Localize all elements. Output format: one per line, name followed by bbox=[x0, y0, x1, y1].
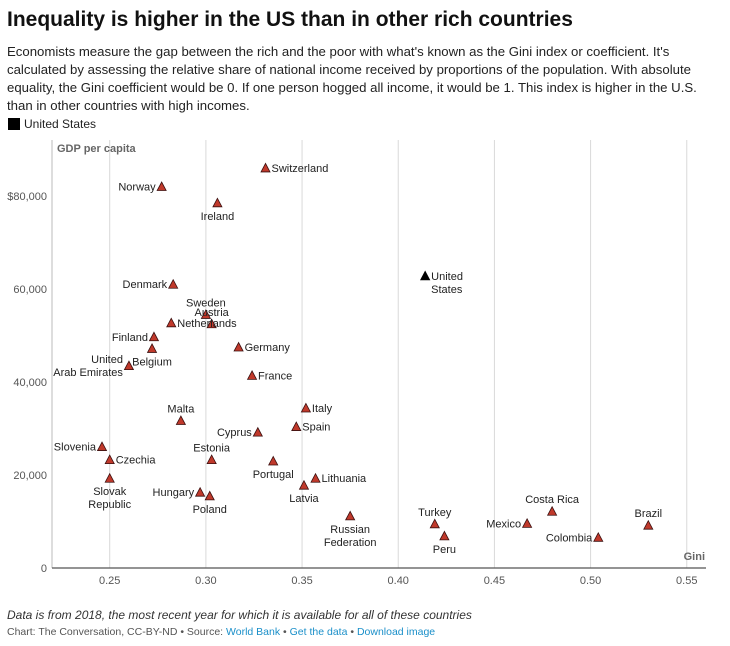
data-point-label: Mexico bbox=[486, 518, 521, 530]
data-point-label: Finland bbox=[112, 332, 148, 344]
y-tick-label: 20,000 bbox=[13, 470, 47, 482]
data-point-label: Poland bbox=[193, 504, 227, 516]
data-point-label: Slovak bbox=[93, 486, 127, 498]
y-axis-title: GDP per capita bbox=[57, 143, 137, 155]
legend-label: United States bbox=[24, 117, 97, 131]
data-point-label: Spain bbox=[302, 422, 330, 434]
data-point-label: Cyprus bbox=[217, 427, 252, 439]
legend-swatch-united-states bbox=[8, 118, 20, 130]
data-point-label: Denmark bbox=[123, 279, 168, 291]
y-tick-label: $80,000 bbox=[7, 191, 47, 203]
y-tick-label: 40,000 bbox=[13, 377, 47, 389]
data-point-label: France bbox=[258, 370, 292, 382]
data-point-label: Brazil bbox=[635, 508, 663, 520]
x-tick-label: 0.30 bbox=[195, 575, 216, 587]
data-point-marker bbox=[593, 531, 604, 542]
data-point-marker bbox=[148, 331, 160, 342]
x-tick-label: 0.50 bbox=[580, 575, 601, 587]
data-point-marker bbox=[204, 490, 215, 501]
data-point-marker bbox=[439, 530, 450, 541]
data-point-marker bbox=[643, 519, 654, 530]
data-point-label: Colombia bbox=[546, 532, 593, 544]
get-data-link[interactable]: Get the data bbox=[289, 626, 348, 638]
scatter-plot: 0.25 0.30 0.35 0.40 0.45 0.50 0.55 0 20,000 40,00… bbox=[7, 140, 706, 587]
data-point-marker bbox=[104, 454, 115, 465]
source-link[interactable]: World Bank bbox=[226, 626, 281, 638]
data-point-label: United bbox=[91, 354, 123, 366]
data-point-marker bbox=[420, 270, 431, 281]
chart-title: Inequality is higher in the US than in o… bbox=[7, 8, 573, 31]
data-point-marker bbox=[206, 454, 217, 465]
x-tick-label: 0.40 bbox=[388, 575, 409, 587]
data-point-marker bbox=[344, 510, 356, 521]
data-point-label: Federation bbox=[324, 537, 377, 549]
data-point-marker bbox=[123, 360, 135, 371]
data-point-label: Netherlands bbox=[177, 318, 237, 330]
data-point-marker bbox=[104, 472, 115, 483]
data-point-label: United bbox=[431, 271, 463, 283]
data-point-label: Germany bbox=[245, 342, 291, 354]
data-point-label: Republic bbox=[88, 499, 131, 511]
data-point-label: Italy bbox=[312, 403, 333, 415]
data-point-marker bbox=[429, 518, 440, 529]
x-tick-label: 0.25 bbox=[99, 575, 120, 587]
data-point-marker bbox=[260, 162, 271, 173]
data-point-label: Peru bbox=[433, 544, 456, 556]
data-point-label: Malta bbox=[167, 404, 195, 416]
data-point-marker bbox=[546, 505, 558, 516]
y-tick-label: 60,000 bbox=[13, 284, 47, 296]
x-tick-label: 0.35 bbox=[291, 575, 312, 587]
x-tick-label: 0.45 bbox=[484, 575, 505, 587]
data-point-marker bbox=[233, 341, 244, 352]
data-point-label: Estonia bbox=[193, 443, 231, 455]
data-point-label: Lithuania bbox=[322, 473, 368, 485]
legend: United States bbox=[8, 117, 96, 131]
data-point-marker bbox=[96, 441, 108, 451]
data-point-label: Hungary bbox=[153, 487, 195, 499]
data-point-marker bbox=[298, 479, 310, 490]
data-point-label: Belgium bbox=[132, 356, 172, 368]
data-point-marker bbox=[175, 415, 187, 425]
download-image-link[interactable]: Download image bbox=[356, 626, 436, 638]
data-point-marker bbox=[246, 370, 258, 380]
data-point-label: Latvia bbox=[289, 493, 319, 505]
chart-subtitle: Economists measure the gap between the r… bbox=[7, 44, 697, 113]
data-point-label: Switzerland bbox=[272, 163, 329, 175]
data-point-label: Norway bbox=[118, 182, 156, 194]
credit-separator: • bbox=[347, 626, 357, 638]
data-point-label: Turkey bbox=[418, 507, 452, 519]
data-point-marker bbox=[200, 309, 212, 319]
credit-separator: • bbox=[280, 626, 290, 638]
credit-line: Chart: The Conversation, CC-BY-ND • Sour… bbox=[7, 626, 435, 638]
x-tick-label: 0.55 bbox=[676, 575, 697, 587]
data-point-marker bbox=[194, 486, 206, 497]
data-point-label: States bbox=[431, 284, 463, 296]
x-axis-title: Gini bbox=[684, 551, 705, 563]
data-point-label: Austria bbox=[195, 307, 230, 319]
data-point-label: Ireland bbox=[201, 211, 235, 223]
data-point-marker bbox=[521, 517, 533, 528]
data-point-marker bbox=[310, 472, 321, 483]
data-point-label: Slovenia bbox=[54, 442, 97, 454]
data-point-marker bbox=[168, 278, 179, 289]
data-point-label: Costa Rica bbox=[525, 494, 580, 506]
data-point-marker bbox=[146, 343, 158, 353]
data-point-label: Sweden bbox=[186, 297, 226, 309]
data-point-marker bbox=[268, 455, 279, 466]
data-note: Data is from 2018, the most recent year … bbox=[7, 608, 472, 622]
data-point-label: Russian bbox=[330, 524, 370, 536]
data-point-label: Czechia bbox=[116, 455, 157, 467]
data-point-marker bbox=[212, 197, 223, 208]
credit-prefix: Chart: The Conversation, CC-BY-ND • Sour… bbox=[7, 626, 227, 638]
data-point-marker bbox=[300, 402, 312, 413]
data-point-marker bbox=[156, 181, 167, 191]
data-point-marker bbox=[252, 426, 263, 437]
data-point-marker bbox=[206, 318, 217, 329]
data-point-marker bbox=[291, 421, 302, 431]
data-point-label: Portugal bbox=[253, 469, 294, 481]
data-point-marker bbox=[166, 317, 177, 328]
data-point-label: Arab Emirates bbox=[53, 367, 123, 379]
y-tick-label: 0 bbox=[41, 563, 47, 575]
